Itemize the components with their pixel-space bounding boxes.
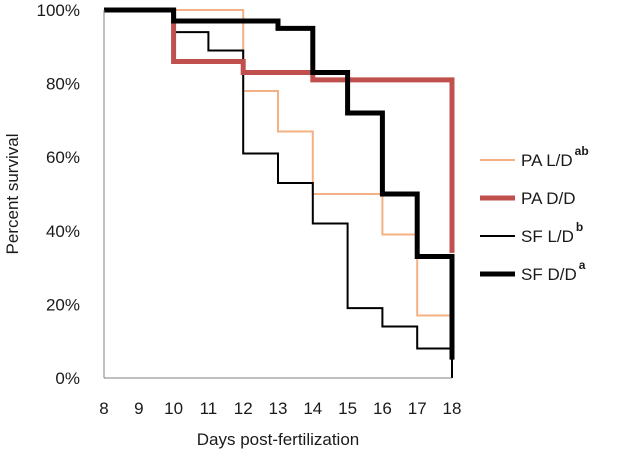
legend-label-pa-l-d: PA L/D xyxy=(521,151,573,170)
y-tick-label: 80% xyxy=(46,75,80,94)
series-line-sf-l-d xyxy=(104,9,453,378)
series-line-sf-d-d xyxy=(104,7,455,360)
legend-label-sf-d-d: SF D/D xyxy=(521,265,577,284)
legend-superscript: a xyxy=(579,258,586,272)
legend-label-sf-l-d: SF L/D xyxy=(521,227,574,246)
legend: PA L/D ab PA D/D SF L/D b SF D/D a xyxy=(480,144,589,284)
legend-superscript: b xyxy=(576,220,583,234)
x-tick-label: 12 xyxy=(234,399,253,418)
x-tick-label: 18 xyxy=(443,399,462,418)
x-tick-label: 9 xyxy=(134,399,143,418)
x-tick-label: 17 xyxy=(408,399,427,418)
x-tick-label: 14 xyxy=(303,399,322,418)
y-tick-label: 40% xyxy=(46,222,80,241)
x-tick-label: 15 xyxy=(338,399,357,418)
y-tick-labels: 0% 20% 40% 60% 80% 100% xyxy=(37,1,80,388)
x-tick-labels: 8 9 10 11 12 13 14 15 16 17 18 xyxy=(99,399,461,418)
y-tick-label: 100% xyxy=(37,1,80,20)
x-tick-label: 13 xyxy=(269,399,288,418)
x-axis-title: Days post-fertilization xyxy=(197,430,360,449)
y-tick-label: 0% xyxy=(55,369,80,388)
series-line-pa-d-d xyxy=(104,7,455,253)
y-tick-label: 60% xyxy=(46,148,80,167)
series-layer xyxy=(104,7,455,378)
x-tick-label: 11 xyxy=(200,399,218,418)
x-tick-label: 8 xyxy=(99,399,108,418)
x-tick-label: 10 xyxy=(164,399,183,418)
legend-label-pa-d-d: PA D/D xyxy=(521,189,575,208)
legend-superscript: ab xyxy=(575,144,589,158)
y-axis-title: Percent survival xyxy=(3,134,22,255)
y-tick-label: 20% xyxy=(46,295,80,314)
x-tick-label: 16 xyxy=(373,399,392,418)
